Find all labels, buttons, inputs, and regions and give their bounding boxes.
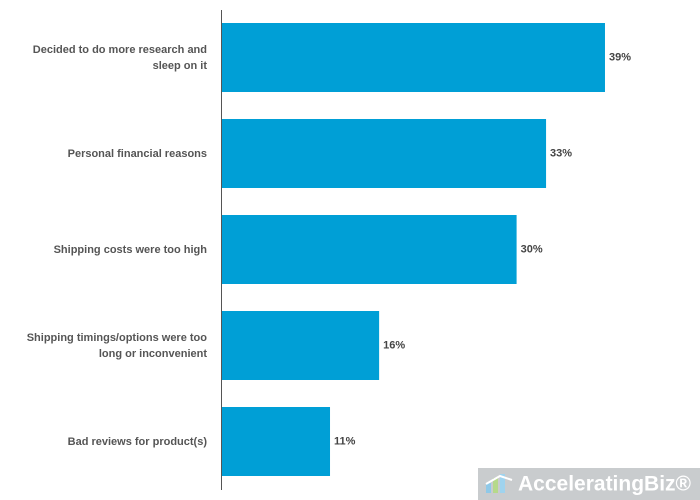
bar (222, 311, 380, 380)
watermark: AcceleratingBiz® (518, 473, 692, 496)
category-label: Personal financial reasons (67, 147, 207, 160)
watermark-icon (485, 474, 513, 493)
value-label: 11% (334, 435, 356, 447)
value-label: 16% (383, 339, 405, 351)
category-label: Bad reviews for product(s) (67, 435, 207, 448)
bar (222, 119, 547, 188)
value-label: 33% (550, 147, 572, 159)
value-label: 30% (521, 243, 543, 255)
category-label: Decided to do more research and sleep on… (32, 43, 207, 72)
bar (222, 407, 331, 476)
watermark-box (478, 468, 700, 500)
category-label: Shipping costs were too high (53, 243, 207, 256)
category-label: Shipping timings/options were too long o… (26, 331, 207, 360)
bar (222, 23, 605, 92)
bar (222, 215, 517, 284)
value-label: 39% (609, 51, 631, 63)
